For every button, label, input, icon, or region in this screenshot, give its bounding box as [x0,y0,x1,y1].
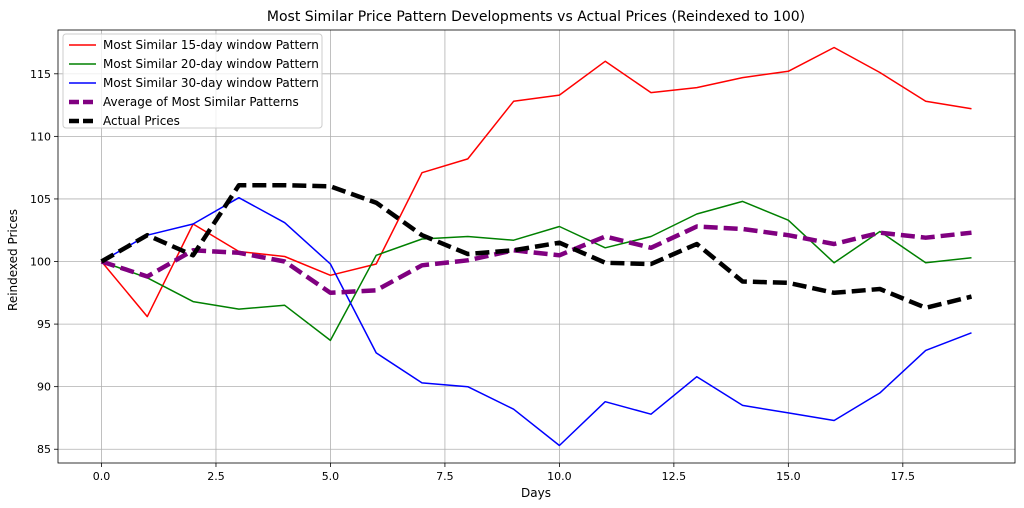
x-tick-label: 5.0 [322,470,340,483]
x-tick-label: 7.5 [436,470,454,483]
series-line-1 [100,46,972,318]
x-axis-title: Days [521,486,551,500]
legend-label: Most Similar 30-day window Pattern [103,76,319,90]
series-line-4 [100,224,972,296]
legend-label: Average of Most Similar Patterns [103,95,299,109]
y-tick-label: 100 [30,256,51,269]
y-tick-label: 95 [37,318,51,331]
legend-box [62,33,323,129]
legend-label: Actual Prices [103,114,180,128]
plot-area: 0.0 2.5 5.0 7.5 10.0 12.5 15.0 17.5 85 90 95 100 105… [30,29,1016,483]
y-tick-label: 110 [30,130,51,143]
legend-label: Most Similar 15-day window Pattern [103,38,319,52]
x-tick-label: 10.0 [547,470,572,483]
y-tick-label: 115 [30,68,51,81]
y-tick-label: 90 [37,381,51,394]
y-tick-label: 105 [30,193,51,206]
axes-frame [57,29,1016,464]
legend-label: Most Similar 20-day window Pattern [103,57,319,71]
x-tick-label: 12.5 [662,470,687,483]
legend: Most Similar 15-day window Pattern Most S… [62,33,323,129]
x-tick-label: 0.0 [93,470,111,483]
x-tick-label: 2.5 [207,470,225,483]
series-line-3 [101,196,972,447]
y-tick-label: 85 [37,443,51,456]
y-axis-title: Reindexed Prices [6,209,20,311]
x-tick-label: 17.5 [891,470,916,483]
chart-title: Most Similar Price Pattern Developments … [267,9,805,25]
series-line-5 [100,182,973,311]
series-line-2 [101,200,972,342]
x-tick-label: 15.0 [776,470,801,483]
